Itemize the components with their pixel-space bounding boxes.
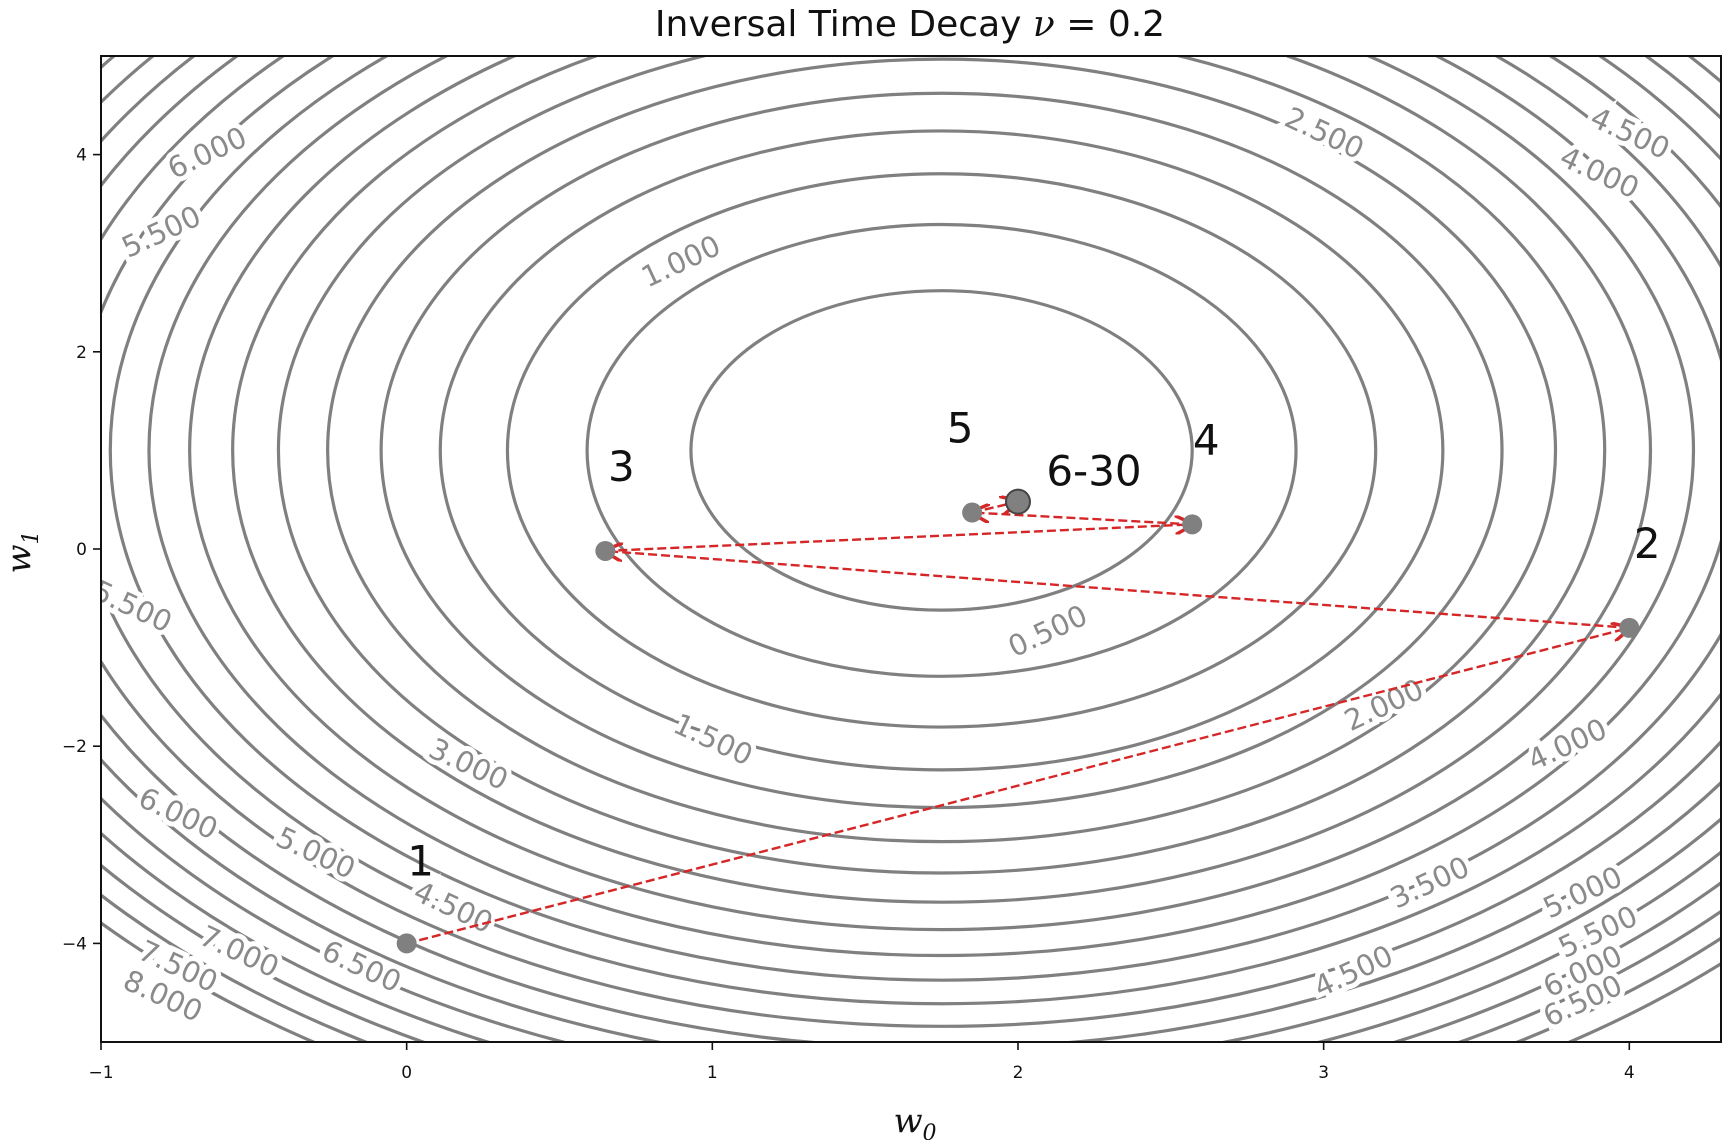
contour-line xyxy=(188,56,1695,932)
contour-label-text: 6.500 xyxy=(317,933,407,999)
x-tick-label: 1 xyxy=(707,1063,718,1083)
contour-line xyxy=(108,56,1721,982)
contour-label-text: 1.500 xyxy=(668,707,758,773)
contour-labels: 0.5001.0001.5002.0002.5003.0003.5004.000… xyxy=(101,95,1680,1039)
x-axis-label: w0 xyxy=(893,1101,936,1140)
contour-label-text: 3.500 xyxy=(1385,849,1475,915)
descent-point xyxy=(396,933,417,954)
x-tick-label: 3 xyxy=(1318,1063,1329,1083)
y-tick-label: −4 xyxy=(62,934,87,954)
path-segment xyxy=(605,551,1630,630)
contour-line xyxy=(438,129,1445,772)
contour-label-text: 0.500 xyxy=(1003,598,1093,664)
contour-line xyxy=(101,56,1721,1042)
contour-line xyxy=(231,56,1652,904)
path-segment xyxy=(972,513,1193,526)
descent-point xyxy=(1619,617,1640,638)
path-segment xyxy=(406,628,1630,945)
descent-points: 1 2 3 4 5 6-30 xyxy=(396,404,1661,954)
contour-line xyxy=(585,222,1298,678)
x-axis-label-base: w xyxy=(893,1101,922,1140)
contour-label: 4.000 xyxy=(1518,706,1618,782)
y-tick-label: 4 xyxy=(76,146,87,166)
chart-title: Inversal Time Decay ν = 0.2 xyxy=(655,4,1165,45)
contour-line xyxy=(689,289,1194,612)
contour-label-text: 2.500 xyxy=(1280,100,1370,166)
point-label: 1 xyxy=(407,836,434,885)
point-label: 6-30 xyxy=(1046,447,1141,496)
y-axis-label-sub: 1 xyxy=(19,530,44,544)
x-axis-ticks: −1 0 1 2 3 4 xyxy=(88,1042,1635,1083)
contour-label: 1.000 xyxy=(631,223,731,299)
x-tick-label: 0 xyxy=(401,1063,412,1083)
contour-line xyxy=(101,56,1721,1028)
path-segment xyxy=(605,524,1192,553)
point-label: 5 xyxy=(947,404,974,453)
contour-line xyxy=(147,56,1721,957)
y-tick-label: 0 xyxy=(76,540,87,560)
descent-point xyxy=(1004,488,1031,515)
contour-label: 6.000 xyxy=(157,115,257,191)
y-axis-label-base: w xyxy=(0,544,39,573)
x-tick-label: 4 xyxy=(1624,1063,1635,1083)
contour-label: 0.500 xyxy=(998,593,1098,669)
x-tick-label: −1 xyxy=(88,1063,113,1083)
contour-label-text: 6.000 xyxy=(162,120,252,186)
point-label: 4 xyxy=(1193,415,1220,464)
contour-label: 6.500 xyxy=(312,928,412,1004)
descent-point xyxy=(1182,514,1203,535)
x-axis-label-sub: 0 xyxy=(923,1121,937,1140)
y-tick-label: 2 xyxy=(76,343,87,363)
chart-title-suffix: = 0.2 xyxy=(1055,4,1165,45)
contour-label-text: 4.000 xyxy=(1523,711,1613,777)
contour-label: 3.500 xyxy=(1380,844,1480,920)
y-axis-label: w1 xyxy=(0,530,44,573)
x-tick-label: 2 xyxy=(1013,1063,1024,1083)
descent-point xyxy=(962,502,983,523)
contour-line xyxy=(277,56,1607,875)
contour-line xyxy=(505,172,1378,729)
chart-title-symbol: ν xyxy=(1033,4,1055,45)
contour-line xyxy=(379,91,1504,810)
contour-line xyxy=(101,56,1721,1006)
point-label: 2 xyxy=(1634,519,1661,568)
point-label: 3 xyxy=(608,442,635,491)
contour-line xyxy=(326,57,1558,844)
contour-label: 2.500 xyxy=(1275,95,1375,171)
y-axis-ticks: −4 −2 0 2 4 xyxy=(62,146,101,954)
contour-label: 1.500 xyxy=(663,702,763,778)
y-tick-label: −2 xyxy=(62,737,87,757)
contour-label-text: 1.000 xyxy=(636,228,726,294)
descent-point xyxy=(595,540,616,561)
chart-title-prefix: Inversal Time Decay xyxy=(655,4,1033,45)
